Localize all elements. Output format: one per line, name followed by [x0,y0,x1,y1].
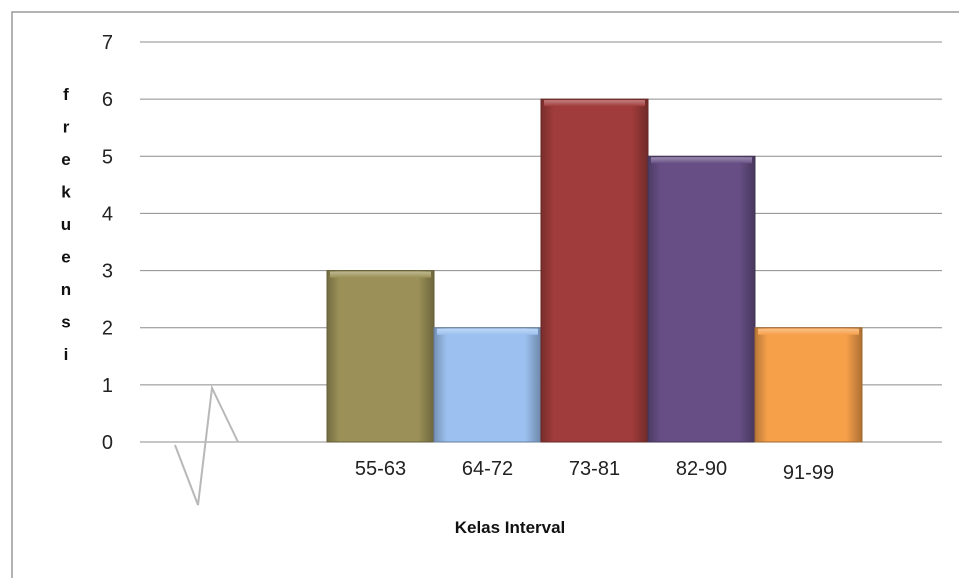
y-axis-title-letter: r [63,118,70,137]
bars [326,98,863,443]
y-axis-title-letter: e [61,150,70,169]
y-tick-labels: 0 1 2 3 4 5 6 7 [102,32,113,454]
x-tick-label: 91-99 [783,462,834,484]
x-tick-label: 55-63 [355,458,406,480]
y-tick-label: 2 [102,318,113,340]
y-axis-title-letter: i [64,345,69,364]
y-tick-label: 5 [102,146,113,168]
axis-break-marker [174,384,239,506]
y-tick-label: 4 [102,203,113,225]
x-tick-label: 73-81 [569,458,620,480]
bar-bevel [758,328,859,335]
y-tick-label: 0 [102,432,113,454]
bar-bevel [544,100,645,107]
x-tick-labels: 55-63 64-72 73-81 82-90 91-99 [355,458,834,484]
y-tick-label: 1 [102,375,113,397]
bar-bevel [330,271,431,278]
bar-91-99 [754,327,863,443]
x-axis-title: Kelas Interval [455,518,566,537]
y-tick-label: 3 [102,261,113,283]
y-axis-title-letter: e [61,248,70,267]
axis-break-zigzag [174,384,239,506]
chart-frame-border [11,11,959,578]
y-axis-title-letter: n [61,280,71,299]
x-tick-label: 64-72 [462,458,513,480]
y-tick-label: 6 [102,89,113,111]
y-axis-title-letter: k [61,183,71,202]
bar-55-63 [326,270,435,443]
bar-bevel [437,328,538,335]
bar-bevel [651,157,752,164]
bar-64-72 [433,327,542,443]
y-axis-title-letter: f [63,85,69,104]
x-tick-label: 82-90 [676,458,727,480]
y-axis-title-letter: s [61,313,70,332]
y-axis-title-letter: u [61,215,71,234]
bar-73-81 [540,98,649,443]
y-tick-label: 7 [102,32,113,54]
bar-82-90 [647,155,756,443]
